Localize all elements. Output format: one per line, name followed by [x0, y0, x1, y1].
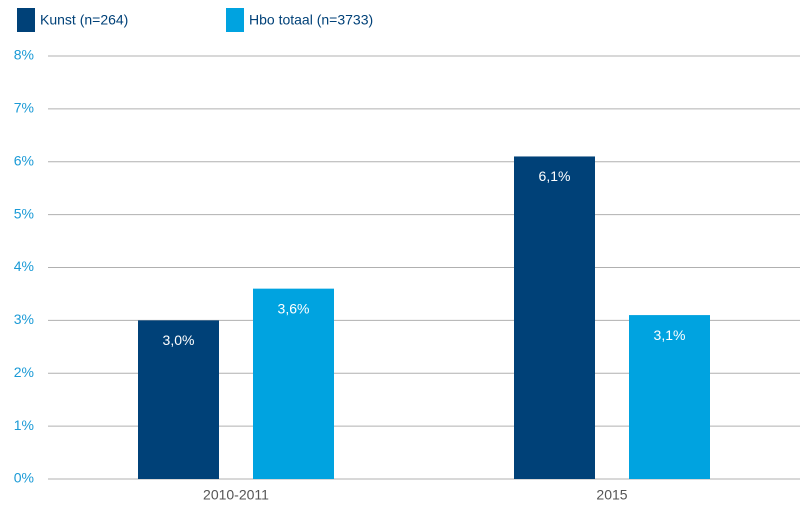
y-tick-label: 7% [14, 100, 34, 116]
y-tick-label: 6% [14, 152, 34, 168]
legend-label: Hbo totaal (n=3733) [249, 12, 373, 28]
y-tick-label: 1% [14, 417, 34, 433]
value-label: 6,1% [539, 168, 571, 184]
bar [253, 288, 334, 479]
bar [138, 320, 219, 479]
bar [514, 156, 595, 479]
y-tick-label: 5% [14, 205, 34, 221]
value-label: 3,6% [278, 300, 310, 316]
y-tick-label: 3% [14, 311, 34, 327]
legend-swatch [226, 8, 244, 32]
x-tick-label: 2010-2011 [203, 487, 269, 503]
value-label: 3,1% [654, 327, 686, 343]
x-tick-label: 2015 [596, 487, 627, 503]
y-tick-label: 4% [14, 258, 34, 274]
value-label: 3,0% [163, 332, 195, 348]
legend-swatch [17, 8, 35, 32]
y-tick-label: 0% [14, 470, 34, 486]
y-tick-label: 2% [14, 364, 34, 380]
y-tick-label: 8% [14, 47, 34, 63]
legend-label: Kunst (n=264) [40, 12, 128, 28]
bar [629, 315, 710, 479]
